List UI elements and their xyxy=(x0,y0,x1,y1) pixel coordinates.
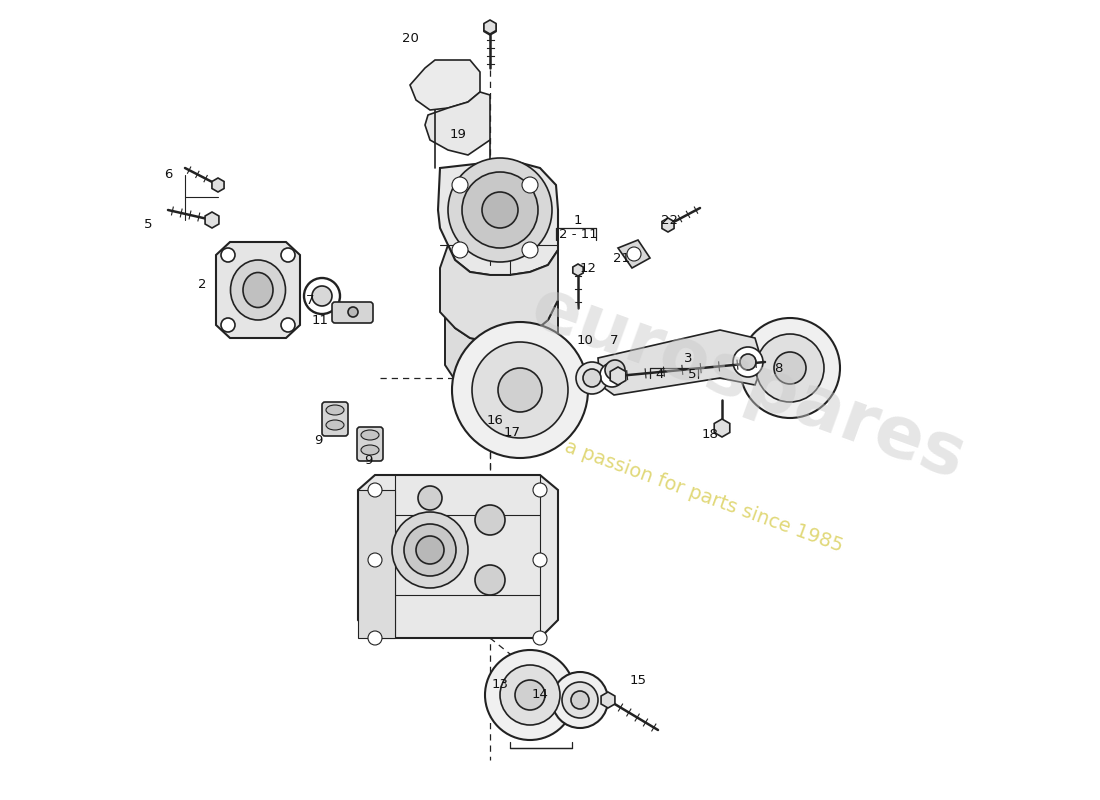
Polygon shape xyxy=(598,330,760,395)
Text: 18: 18 xyxy=(702,429,718,442)
Circle shape xyxy=(740,318,840,418)
Circle shape xyxy=(368,483,382,497)
Text: 10: 10 xyxy=(576,334,593,346)
Circle shape xyxy=(280,248,295,262)
Polygon shape xyxy=(216,242,300,338)
Circle shape xyxy=(571,691,588,709)
Circle shape xyxy=(221,318,235,332)
Circle shape xyxy=(472,342,568,438)
Text: 17: 17 xyxy=(504,426,520,438)
Text: 3: 3 xyxy=(684,351,692,365)
Circle shape xyxy=(756,334,824,402)
Polygon shape xyxy=(358,490,395,638)
FancyBboxPatch shape xyxy=(322,402,348,436)
Circle shape xyxy=(452,322,588,458)
Text: 7: 7 xyxy=(609,334,618,346)
Polygon shape xyxy=(410,60,480,110)
Text: a passion for parts since 1985: a passion for parts since 1985 xyxy=(562,437,846,555)
Text: 11: 11 xyxy=(311,314,329,326)
Circle shape xyxy=(534,631,547,645)
Circle shape xyxy=(304,278,340,314)
Text: 9: 9 xyxy=(364,454,372,466)
Text: 7: 7 xyxy=(306,294,315,306)
Circle shape xyxy=(404,524,456,576)
Text: 22: 22 xyxy=(661,214,679,226)
Text: 21: 21 xyxy=(614,251,630,265)
Circle shape xyxy=(600,363,624,387)
Polygon shape xyxy=(438,160,558,275)
Circle shape xyxy=(348,307,358,317)
Circle shape xyxy=(774,352,806,384)
Text: 2: 2 xyxy=(198,278,207,291)
Ellipse shape xyxy=(361,430,379,440)
Circle shape xyxy=(740,354,756,370)
Circle shape xyxy=(475,565,505,595)
Circle shape xyxy=(522,177,538,193)
Circle shape xyxy=(452,177,468,193)
Text: 1: 1 xyxy=(574,214,582,226)
Ellipse shape xyxy=(231,260,286,320)
Circle shape xyxy=(562,682,598,718)
Text: 4: 4 xyxy=(656,369,664,382)
Text: 5: 5 xyxy=(688,369,696,382)
Text: 2 - 11: 2 - 11 xyxy=(559,229,597,242)
Polygon shape xyxy=(440,245,558,342)
Circle shape xyxy=(515,680,544,710)
Circle shape xyxy=(416,536,444,564)
Text: 13: 13 xyxy=(492,678,508,691)
Circle shape xyxy=(583,369,601,387)
Text: 8: 8 xyxy=(773,362,782,374)
Circle shape xyxy=(482,192,518,228)
Ellipse shape xyxy=(326,405,344,415)
Circle shape xyxy=(552,672,608,728)
Circle shape xyxy=(522,242,538,258)
Text: 20: 20 xyxy=(402,31,418,45)
Circle shape xyxy=(627,247,641,261)
Circle shape xyxy=(475,505,505,535)
Circle shape xyxy=(392,512,468,588)
Circle shape xyxy=(498,368,542,412)
Polygon shape xyxy=(618,240,650,268)
Circle shape xyxy=(418,486,442,510)
Text: 19: 19 xyxy=(450,129,466,142)
Polygon shape xyxy=(446,300,558,395)
Circle shape xyxy=(462,172,538,248)
Text: 12: 12 xyxy=(580,262,596,274)
Circle shape xyxy=(485,650,575,740)
Circle shape xyxy=(448,158,552,262)
Circle shape xyxy=(733,347,763,377)
Circle shape xyxy=(576,362,608,394)
Text: 9: 9 xyxy=(314,434,322,446)
Ellipse shape xyxy=(243,273,273,307)
Circle shape xyxy=(605,360,625,380)
FancyBboxPatch shape xyxy=(358,427,383,461)
Circle shape xyxy=(534,553,547,567)
Text: 15: 15 xyxy=(629,674,647,686)
Text: 6: 6 xyxy=(164,169,173,182)
Polygon shape xyxy=(425,92,490,155)
Ellipse shape xyxy=(361,445,379,455)
Polygon shape xyxy=(358,475,558,638)
Circle shape xyxy=(534,483,547,497)
Ellipse shape xyxy=(326,420,344,430)
Circle shape xyxy=(280,318,295,332)
Text: 5: 5 xyxy=(144,218,152,231)
Circle shape xyxy=(368,631,382,645)
Circle shape xyxy=(368,553,382,567)
Circle shape xyxy=(452,242,468,258)
FancyBboxPatch shape xyxy=(332,302,373,323)
Text: eurospares: eurospares xyxy=(521,274,975,494)
Text: 14: 14 xyxy=(531,689,549,702)
Text: 16: 16 xyxy=(486,414,504,426)
Circle shape xyxy=(312,286,332,306)
Circle shape xyxy=(500,665,560,725)
Circle shape xyxy=(221,248,235,262)
